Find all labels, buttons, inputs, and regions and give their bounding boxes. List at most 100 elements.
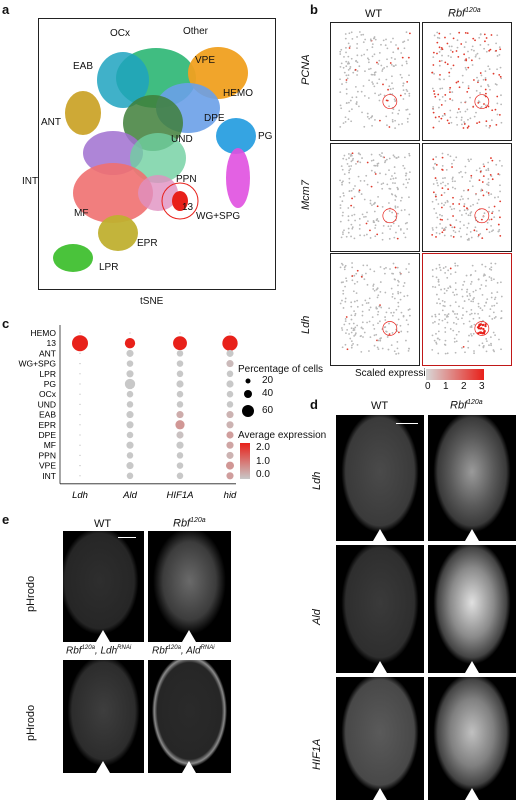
featureplot-hotspot-point [484,325,487,328]
featureplot-point [353,310,355,313]
featureplot-point [477,198,480,201]
featureplot-point [349,66,352,68]
featureplot-point [499,48,502,51]
featureplot-point [345,158,348,161]
dotplot-gene-label: Ald [122,490,137,501]
featureplot-point [451,91,454,93]
featureplot-point [396,237,399,240]
cluster-label-eab: EAB [73,61,94,72]
featureplot-point [392,222,395,225]
featureplot-point [484,40,486,43]
featureplot-point [474,226,477,229]
featureplot-point [347,219,350,222]
featureplot-point [480,284,483,286]
featureplot-point [453,207,456,210]
featureplot-point [463,46,466,48]
featureplot-point [465,212,468,215]
featureplot-point [495,49,498,52]
featureplot-point [468,298,470,301]
featureplot-point [473,229,476,232]
featureplot-point [469,205,472,208]
panel-b-label: b [310,2,318,17]
featureplot-point [452,196,454,199]
featureplot-point [350,189,353,192]
featureplot-point [467,66,470,69]
featureplot-point [363,278,366,281]
featureplot-point [345,65,348,68]
featureplot-point [496,102,499,105]
dotplot-dot [175,420,185,430]
featureplot-point [443,204,445,206]
featureplot-point [380,43,382,46]
featureplot-point [373,210,376,213]
featureplot-point [364,215,367,218]
featureplot-point [467,50,469,53]
featureplot-point [373,270,376,273]
featureplot-point [467,214,470,217]
featureplot-point [466,32,469,35]
featureplot-point [488,210,490,213]
featureplot-point [498,209,500,212]
dotplot-cluster-label: UND [38,399,56,409]
featureplot-point [492,349,495,351]
featureplot-point [358,31,361,33]
featureplot-point [377,322,379,325]
featureplot-point [408,213,411,216]
featureplot-point [436,31,439,34]
color-legend-gradient [240,443,250,479]
featureplot-point [496,291,499,294]
featureplot-point [377,162,380,165]
featureplot-point [458,330,460,333]
featureplot-point [393,172,396,175]
featureplot-point [404,156,406,159]
featureplot-point [351,214,353,217]
featureplot-point [385,311,388,314]
featureplot-point [345,332,347,335]
panel-e-label: e [2,512,10,527]
featureplot-point [393,236,396,239]
featureplot-point [475,89,478,92]
featureplot-point [488,49,491,52]
featureplot-point [431,334,434,337]
featureplot-point [483,103,485,105]
color-legend-title: Average expression [238,430,327,441]
featureplot-point [451,99,454,102]
featureplot-point [399,94,402,97]
featureplot-point [350,165,353,167]
featureplot-point [345,277,347,280]
featureplot-point [446,314,449,317]
featureplot-point [362,264,365,267]
featureplot-point [345,46,347,49]
featureplot-point [492,311,495,314]
featureplot-point [487,169,490,172]
featureplot-point [345,81,348,84]
cluster-label-wg-spg: WG+SPG [196,211,241,222]
featureplot-point [439,213,441,216]
featureplot-point [438,37,441,40]
featureplot-point [393,98,396,101]
featureplot-point [461,74,464,77]
featureplot-point [388,169,390,172]
featureplot-point [366,115,369,118]
featureplot-point [450,121,453,124]
featureplot-point [406,117,409,120]
featureplot-point [397,225,400,227]
featureplot-point [501,164,503,167]
featureplot-point [339,266,342,269]
featureplot-point [345,79,348,81]
dotplot: HEMO13ANTWG+SPGLPRPGOCxUNDEABEPRDPEMFPPN… [18,325,238,501]
featureplot-point [458,209,461,212]
featureplot-point [437,298,440,300]
featureplot-point [347,55,350,58]
featureplot-point [351,197,353,200]
featureplot-point [469,214,472,217]
featureplot-point [391,295,394,298]
featureplot-point [351,266,354,269]
featureplot-point [443,305,446,308]
featureplot-point [397,292,400,295]
featureplot-point [435,341,438,344]
featureplot-point [397,305,400,308]
featureplot-point [454,271,457,274]
featureplot-point [397,48,400,51]
featureplot-point [397,188,399,191]
